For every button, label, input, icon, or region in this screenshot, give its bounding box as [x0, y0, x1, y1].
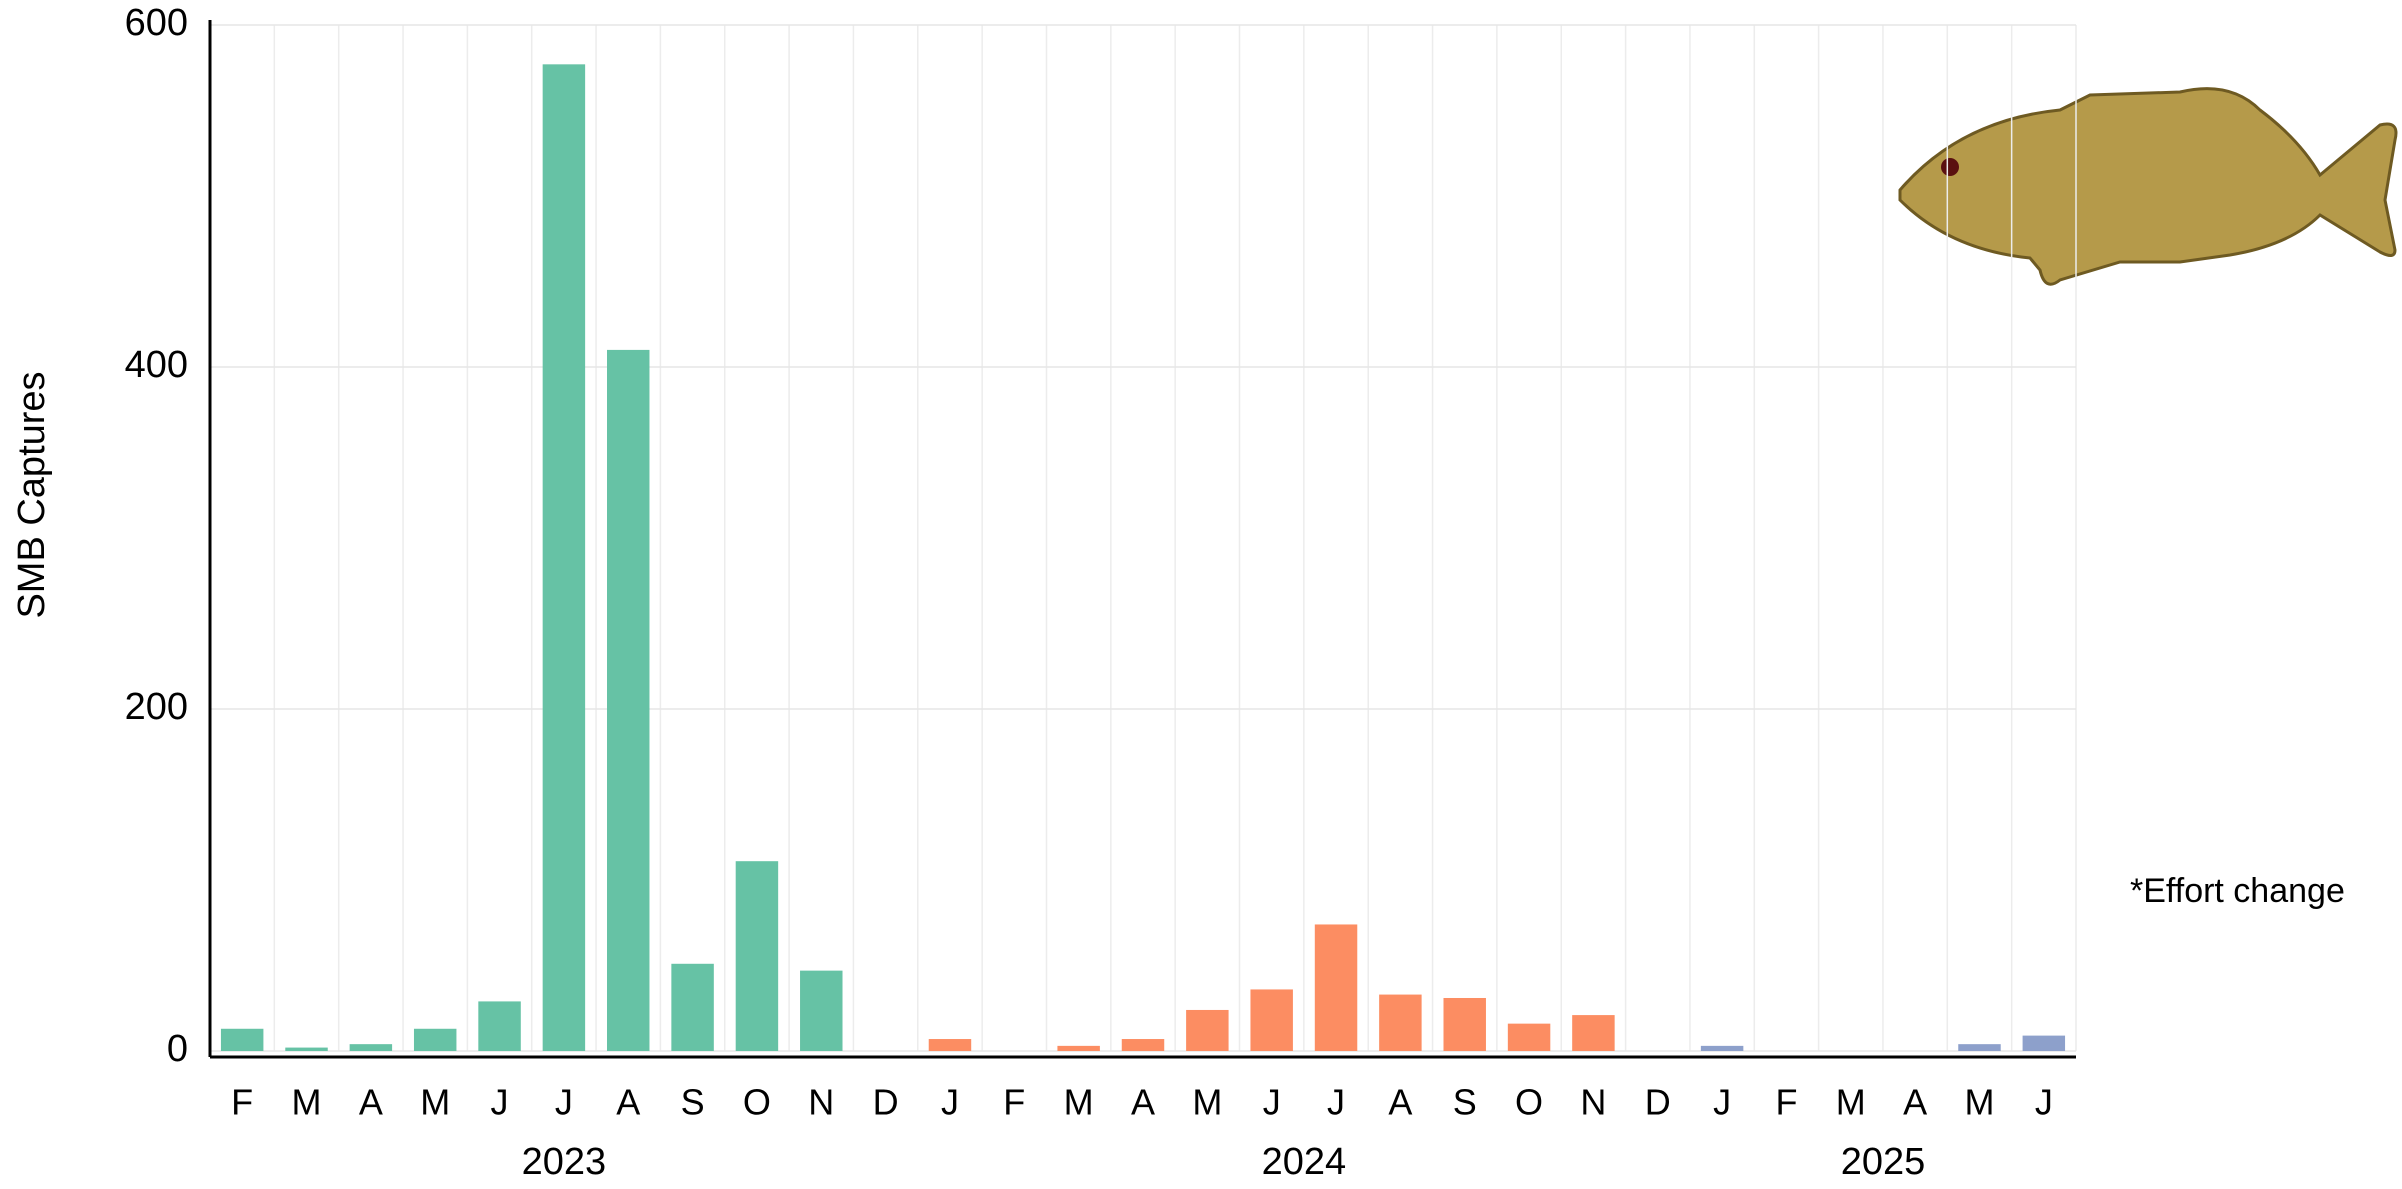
bar — [1186, 1009, 1229, 1051]
y-tick-label: 200 — [125, 686, 188, 728]
bar — [349, 1044, 393, 1051]
x-tick-label: M — [1064, 1082, 1094, 1123]
bar — [735, 861, 779, 1051]
x-tick-label: M — [1192, 1082, 1222, 1123]
x-tick-label: O — [1515, 1082, 1543, 1123]
x-tick-label: J — [2035, 1082, 2053, 1123]
x-tick-label: M — [1836, 1082, 1866, 1123]
y-tick-label: 400 — [125, 344, 188, 386]
fish-illustration — [1898, 87, 2398, 286]
x-tick-label: D — [873, 1082, 899, 1123]
bar — [607, 349, 650, 1051]
x-tick-label: D — [1645, 1082, 1671, 1123]
x-tick-label: M — [420, 1082, 450, 1123]
bar — [285, 1047, 328, 1051]
x-tick-label: J — [1263, 1082, 1281, 1123]
bar — [1379, 994, 1422, 1051]
bar — [928, 1039, 972, 1051]
annotation: *Effort change — [2130, 872, 2345, 910]
x-tick-label: F — [1003, 1082, 1025, 1123]
year-label: 2023 — [522, 1141, 607, 1183]
bar — [1700, 1045, 1744, 1051]
x-tick-label: A — [1388, 1082, 1412, 1123]
bar — [2022, 1035, 2066, 1051]
y-axis-label: SMB Captures — [11, 371, 53, 618]
x-tick-label: A — [616, 1082, 640, 1123]
x-tick-label: M — [292, 1082, 322, 1123]
x-tick-label: A — [1903, 1082, 1927, 1123]
x-tick-label: J — [555, 1082, 573, 1123]
bar — [1443, 997, 1486, 1051]
x-tick-label: J — [1327, 1082, 1345, 1123]
bar — [413, 1028, 457, 1051]
bar — [1121, 1039, 1165, 1051]
bar — [542, 64, 586, 1051]
x-tick-label: A — [1131, 1082, 1155, 1123]
bar — [800, 970, 843, 1051]
x-tick-label: J — [1713, 1082, 1731, 1123]
bar — [1057, 1045, 1100, 1051]
x-tick-label: A — [359, 1082, 383, 1123]
bar — [1250, 989, 1293, 1051]
bar — [1507, 1023, 1551, 1051]
x-tick-label: M — [1964, 1082, 1994, 1123]
x-tick-label: J — [491, 1082, 509, 1123]
x-tick-label: S — [1453, 1082, 1477, 1123]
bar — [1572, 1015, 1615, 1051]
bar — [1314, 924, 1358, 1051]
year-label: 2024 — [1262, 1141, 1347, 1183]
bar — [1958, 1044, 2001, 1051]
year-label: 2025 — [1841, 1141, 1926, 1183]
bar — [220, 1028, 264, 1051]
y-tick-label: 600 — [125, 2, 188, 44]
x-tick-label: F — [1775, 1082, 1797, 1123]
x-tick-label: F — [231, 1082, 253, 1123]
x-tick-label: S — [681, 1082, 705, 1123]
x-tick-label: N — [808, 1082, 834, 1123]
bar — [478, 1001, 521, 1051]
x-tick-label: N — [1580, 1082, 1606, 1123]
y-tick-label: 0 — [167, 1028, 188, 1070]
bar — [671, 963, 714, 1051]
x-tick-label: J — [941, 1082, 959, 1123]
x-tick-label: O — [743, 1082, 771, 1123]
